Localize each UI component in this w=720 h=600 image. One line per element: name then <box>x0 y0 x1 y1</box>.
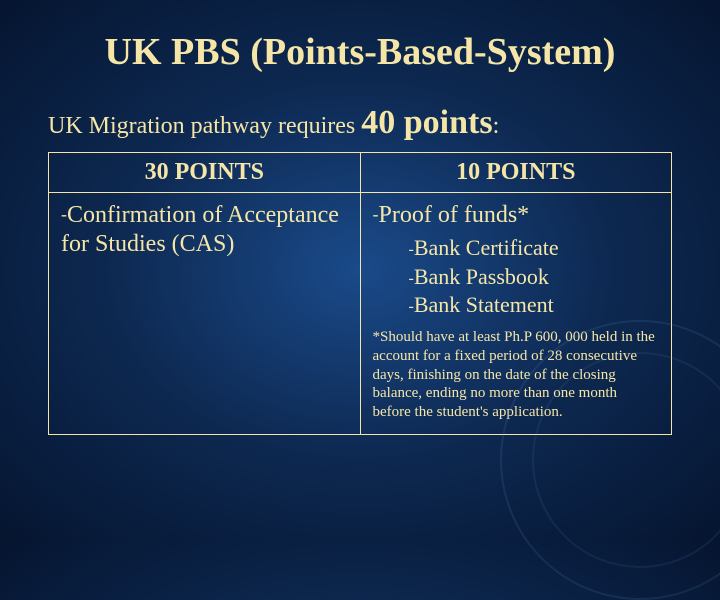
table-header-row: 30 POINTS 10 POINTS <box>49 153 672 193</box>
table-body-row: -Confirmation of Acceptance for Studies … <box>49 193 672 435</box>
sub-item-text: Bank Certificate <box>414 235 559 260</box>
col-header-10: 10 POINTS <box>360 153 672 193</box>
sub-item-text: Bank Statement <box>414 292 554 317</box>
subtitle: UK Migration pathway requires 40 points: <box>48 104 672 142</box>
sub-item-text: Bank Passbook <box>414 264 549 289</box>
list-item: -Bank Passbook <box>409 263 660 292</box>
list-item: -Bank Certificate <box>409 234 660 263</box>
slide-container: UK PBS (Points-Based-System) UK Migratio… <box>0 0 720 455</box>
cell-right: -Proof of funds* -Bank Certificate -Bank… <box>360 193 672 435</box>
subtitle-highlight: 40 points <box>361 104 492 141</box>
list-item: -Bank Statement <box>409 291 660 320</box>
points-table: 30 POINTS 10 POINTS -Confirmation of Acc… <box>48 152 672 435</box>
subtitle-lead: UK Migration pathway requires <box>48 113 361 139</box>
slide-title: UK PBS (Points-Based-System) <box>48 30 672 74</box>
cell-left: -Confirmation of Acceptance for Studies … <box>49 193 361 435</box>
col-header-30: 30 POINTS <box>49 153 361 193</box>
sub-list: -Bank Certificate -Bank Passbook -Bank S… <box>373 234 660 320</box>
footnote: *Should have at least Ph.P 600, 000 held… <box>373 328 660 422</box>
left-cell-text: Confirmation of Acceptance for Studies (… <box>61 202 339 257</box>
right-cell-lead: Proof of funds* <box>379 202 530 228</box>
subtitle-colon: : <box>493 113 500 139</box>
